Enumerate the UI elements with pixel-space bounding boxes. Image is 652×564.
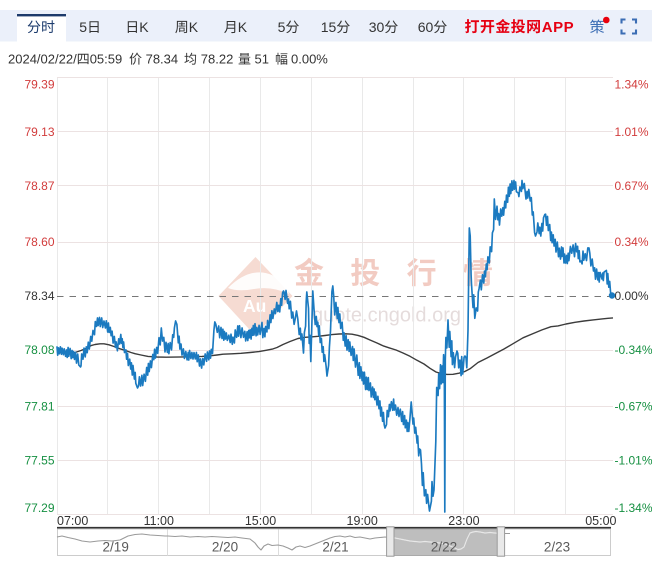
svg-text:78.34: 78.34 — [24, 289, 54, 303]
svg-text:K: K — [189, 19, 199, 35]
svg-text:2/22: 2/22 — [431, 540, 457, 555]
svg-text:0.67%: 0.67% — [615, 179, 649, 193]
svg-text:2/20: 2/20 — [212, 540, 238, 555]
svg-text:07:00: 07:00 — [57, 514, 88, 528]
svg-text:-1.34%: -1.34% — [615, 501, 652, 515]
svg-text:11:00: 11:00 — [144, 514, 174, 528]
svg-text:2024/02/22/: 2024/02/22/ — [8, 52, 77, 67]
svg-text:K: K — [238, 19, 248, 35]
svg-text:APP: APP — [542, 19, 574, 36]
svg-text:78.87: 78.87 — [24, 179, 54, 193]
svg-text:78.08: 78.08 — [24, 343, 54, 357]
svg-text:0.00%: 0.00% — [615, 289, 649, 303]
svg-text:0.34%: 0.34% — [615, 235, 649, 249]
svg-text:77.29: 77.29 — [24, 501, 54, 515]
svg-text:78.22: 78.22 — [201, 52, 234, 67]
svg-text:23:00: 23:00 — [448, 514, 479, 528]
svg-text:05:00: 05:00 — [585, 514, 616, 528]
svg-text:51: 51 — [255, 52, 269, 67]
svg-text:0.00%: 0.00% — [291, 52, 328, 67]
svg-text:77.81: 77.81 — [24, 399, 54, 413]
svg-text:1.01%: 1.01% — [615, 125, 649, 139]
svg-text:-1.01%: -1.01% — [615, 453, 652, 467]
svg-text:K: K — [139, 19, 149, 35]
svg-text:79.39: 79.39 — [24, 78, 54, 92]
svg-text:-0.34%: -0.34% — [615, 343, 652, 357]
svg-text:30: 30 — [369, 19, 385, 35]
svg-text:15:00: 15:00 — [245, 514, 276, 528]
svg-text:5: 5 — [79, 19, 87, 35]
svg-text:1.34%: 1.34% — [615, 78, 649, 92]
svg-text:77.55: 77.55 — [24, 453, 54, 467]
svg-text:05:59: 05:59 — [90, 52, 123, 67]
svg-text:Au: Au — [243, 296, 266, 316]
svg-text:2/19: 2/19 — [103, 540, 129, 555]
svg-text:-0.67%: -0.67% — [615, 399, 652, 413]
svg-text:19:00: 19:00 — [347, 514, 378, 528]
svg-text:15: 15 — [321, 19, 337, 35]
svg-text:78.60: 78.60 — [24, 235, 54, 249]
svg-text:2/21: 2/21 — [322, 540, 348, 555]
svg-text:78.34: 78.34 — [146, 52, 179, 67]
svg-text:60: 60 — [418, 19, 434, 35]
svg-text:5: 5 — [278, 19, 286, 35]
svg-text:79.13: 79.13 — [24, 125, 54, 139]
svg-text:2/23: 2/23 — [544, 540, 570, 555]
